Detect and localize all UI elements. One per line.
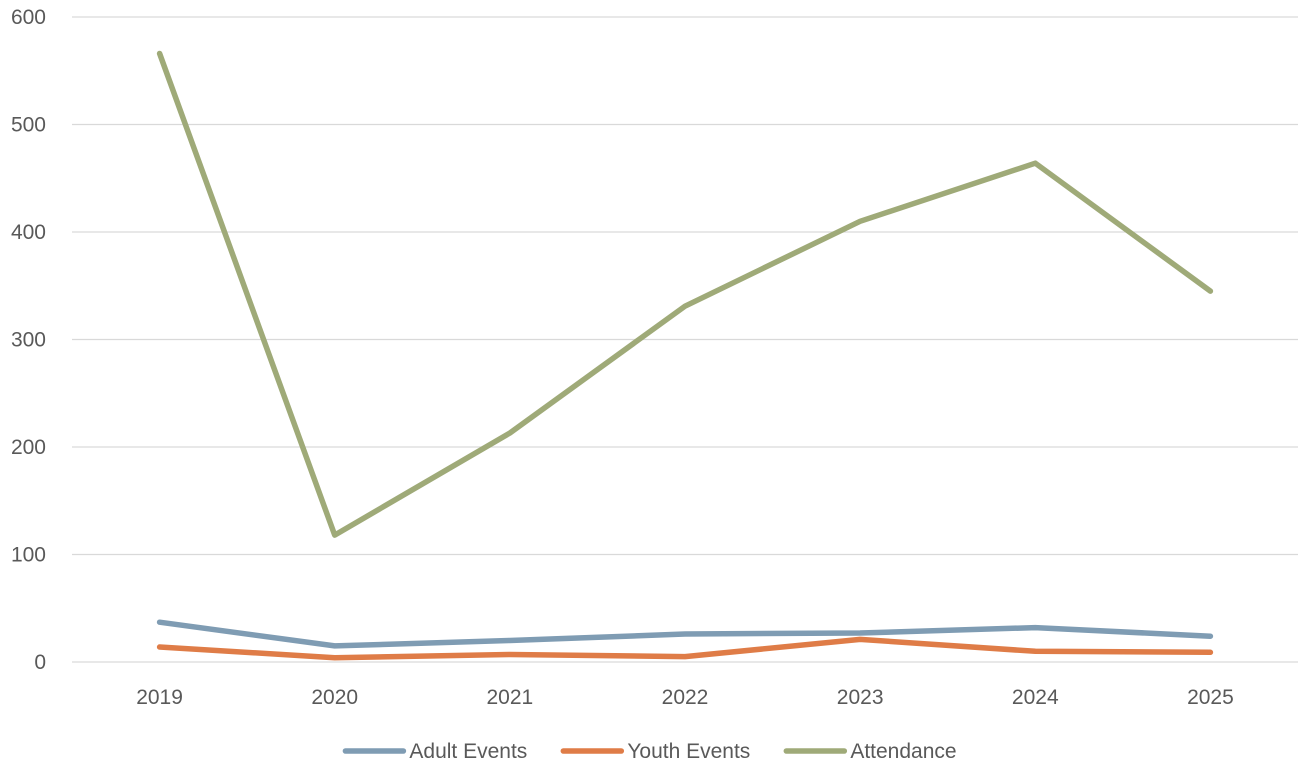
x-tick-label: 2023 [837,686,884,709]
y-tick-label: 500 [11,114,46,137]
gridlines [72,16,1298,663]
x-tick-label: 2020 [311,686,358,709]
y-tick-label: 600 [11,6,46,29]
x-tick-label: 2021 [486,686,533,709]
x-axis-tick-labels: 2019 2020 2021 2022 2023 2024 2025 [136,686,1234,709]
series-lines [156,50,1214,661]
legend-label: Adult Events [409,740,527,763]
y-tick-label: 200 [11,436,46,459]
legend: Adult Events Youth Events Attendance [342,740,957,763]
x-tick-label: 2025 [1187,686,1234,709]
legend-label: Attendance [850,740,956,763]
series-line-adult-events [156,619,1214,649]
y-tick-label: 100 [11,544,46,567]
legend-label: Youth Events [627,740,750,763]
x-tick-label: 2022 [662,686,709,709]
x-tick-label: 2024 [1012,686,1059,709]
y-axis-tick-labels: 0 100 200 300 400 500 600 [11,6,46,674]
y-tick-label: 400 [11,221,46,244]
x-tick-label: 2019 [136,686,183,709]
y-tick-label: 0 [34,651,46,674]
series-line-attendance [156,50,1214,538]
y-tick-label: 300 [11,329,46,352]
series-line-youth-events [156,636,1214,661]
